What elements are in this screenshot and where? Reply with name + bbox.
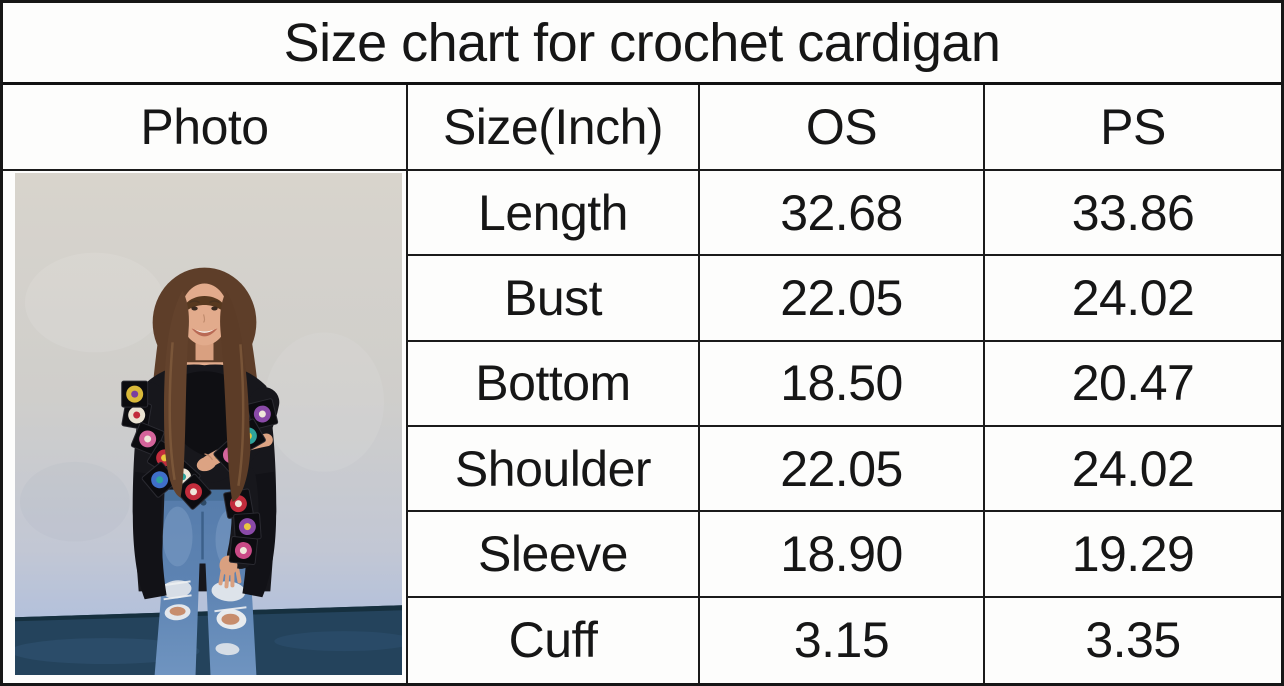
os-value: 18.50 xyxy=(700,341,985,427)
measure-label: Sleeve xyxy=(408,512,700,598)
os-value: 22.05 xyxy=(700,427,985,513)
chart-title: Size chart for crochet cardigan xyxy=(3,3,1281,85)
os-value: 32.68 xyxy=(700,171,985,257)
column-header-photo: Photo xyxy=(3,85,408,171)
model xyxy=(121,267,280,675)
os-value: 3.15 xyxy=(700,597,985,683)
ps-value: 33.86 xyxy=(985,171,1281,257)
product-photo xyxy=(3,171,408,683)
measure-label: Cuff xyxy=(408,597,700,683)
jeans-rips xyxy=(161,580,247,656)
ps-value: 3.35 xyxy=(985,597,1281,683)
measure-label: Bottom xyxy=(408,341,700,427)
ps-value: 24.02 xyxy=(985,256,1281,342)
measure-label: Bust xyxy=(408,256,700,342)
ps-value: 20.47 xyxy=(985,341,1281,427)
measure-label: Length xyxy=(408,171,700,257)
column-header-os: OS xyxy=(700,85,985,171)
column-header-ps: PS xyxy=(985,85,1281,171)
measure-label: Shoulder xyxy=(408,427,700,513)
os-value: 22.05 xyxy=(700,256,985,342)
ps-value: 24.02 xyxy=(985,427,1281,513)
os-value: 18.90 xyxy=(700,512,985,598)
column-header-size-inch: Size(Inch) xyxy=(408,85,700,171)
ps-value: 19.29 xyxy=(985,512,1281,598)
model-photo-illustration xyxy=(15,173,402,675)
photo-floor xyxy=(15,605,402,675)
